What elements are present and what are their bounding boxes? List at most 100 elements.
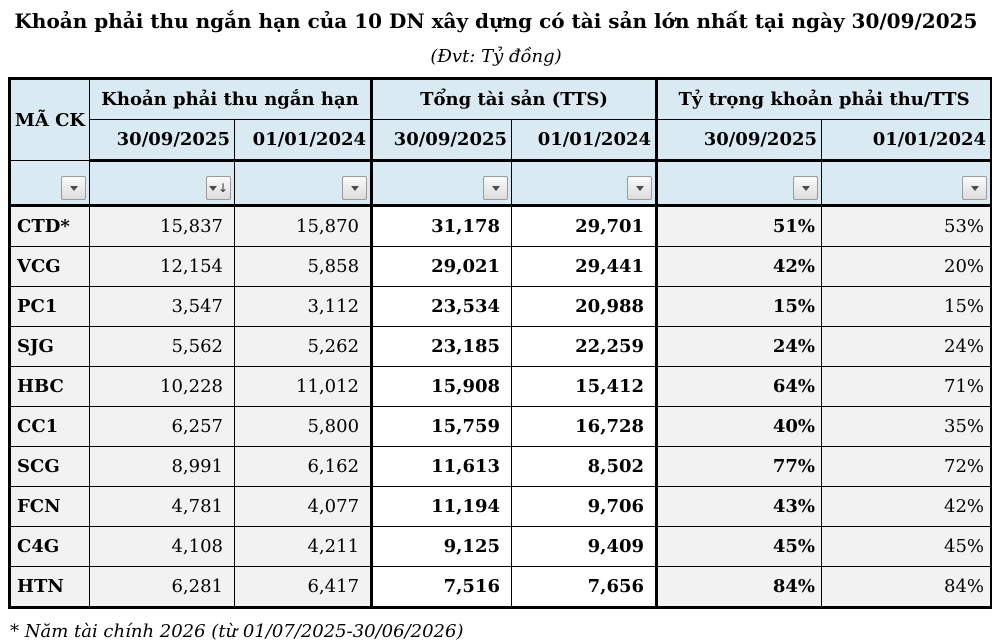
filter-dropdown-sort-desc-icon[interactable]: ↓ (206, 176, 231, 200)
table-row: CC1 6,257 5,800 15,759 16,728 40% 35% (9, 406, 992, 447)
ticker-cell: HBC (9, 366, 90, 407)
dropdown-triangle-icon (491, 185, 500, 191)
date-header: 01/01/2024 (511, 119, 658, 162)
total-assets-prior-cell: 16,728 (511, 406, 658, 447)
filter-dropdown-icon[interactable] (483, 176, 509, 200)
total-assets-prior-cell: 15,412 (511, 366, 658, 407)
total-assets-prior-cell: 7,656 (511, 566, 658, 608)
receivables-current-cell: 5,562 (89, 326, 235, 367)
fiscal-year-footnote: * Năm tài chính 2026 (từ 01/07/2025-30/0… (10, 621, 464, 642)
filter-dropdown-icon[interactable] (61, 176, 86, 200)
data-table: MÃ CK Khoản phải thu ngắn hạn Tổng tài s… (8, 77, 992, 609)
corner-header-ma-ck: MÃ CK (9, 78, 90, 161)
receivables-current-cell: 4,108 (89, 526, 235, 567)
filter-row: ↓ (9, 160, 992, 207)
ticker-cell: CC1 (9, 406, 90, 447)
dropdown-triangle-icon (970, 185, 979, 191)
date-header: 01/01/2024 (821, 119, 992, 162)
receivables-current-cell: 15,837 (89, 205, 235, 247)
receivables-prior-cell: 3,112 (233, 286, 373, 327)
date-header: 30/09/2025 (655, 119, 823, 162)
ticker-cell: C4G (9, 526, 90, 567)
filter-dropdown-icon[interactable] (342, 176, 368, 200)
dropdown-triangle-icon (350, 185, 359, 191)
group-header-row: MÃ CK Khoản phải thu ngắn hạn Tổng tài s… (9, 78, 992, 161)
total-assets-prior-cell: 29,701 (511, 205, 658, 247)
dropdown-triangle-icon (635, 185, 644, 191)
filter-cell (9, 160, 90, 207)
ratio-current-cell: 15% (655, 286, 823, 327)
group-header-receivables-ratio: Tỷ trọng khoản phải thu/TTS (655, 78, 992, 120)
receivables-prior-cell: 4,077 (233, 486, 373, 527)
receivables-current-cell: 8,991 (89, 446, 235, 487)
receivables-prior-cell: 5,800 (233, 406, 373, 447)
total-assets-current-cell: 31,178 (370, 205, 513, 247)
ratio-current-cell: 42% (655, 246, 823, 287)
receivables-current-cell: 4,781 (89, 486, 235, 527)
total-assets-prior-cell: 29,441 (511, 246, 658, 287)
total-assets-current-cell: 15,759 (370, 406, 513, 447)
total-assets-current-cell: 11,613 (370, 446, 513, 487)
receivables-current-cell: 6,257 (89, 406, 235, 447)
total-assets-current-cell: 23,534 (370, 286, 513, 327)
ratio-current-cell: 51% (655, 205, 823, 247)
filter-cell (511, 160, 658, 207)
date-header: 30/09/2025 (89, 119, 235, 162)
total-assets-current-cell: 9,125 (370, 526, 513, 567)
receivables-prior-cell: 15,870 (233, 205, 373, 247)
table-row: SJG 5,562 5,262 23,185 22,259 24% 24% (9, 326, 992, 367)
ratio-prior-cell: 35% (821, 406, 992, 447)
ratio-current-cell: 64% (655, 366, 823, 407)
receivables-current-cell: 3,547 (89, 286, 235, 327)
total-assets-current-cell: 7,516 (370, 566, 513, 608)
receivables-prior-cell: 6,417 (233, 566, 373, 608)
filter-cell (655, 160, 823, 207)
ratio-prior-cell: 53% (821, 205, 992, 247)
ratio-current-cell: 40% (655, 406, 823, 447)
date-header-row: 30/09/2025 01/01/2024 30/09/2025 01/01/2024… (10, 119, 992, 162)
ratio-prior-cell: 15% (821, 286, 992, 327)
receivables-current-cell: 10,228 (89, 366, 235, 407)
date-header: 01/01/2024 (233, 119, 373, 162)
receivables-prior-cell: 6,162 (233, 446, 373, 487)
receivables-current-cell: 6,281 (89, 566, 235, 608)
group-header-total-assets: Tổng tài sản (TTS) (370, 78, 658, 120)
total-assets-prior-cell: 22,259 (511, 326, 658, 367)
date-header: 30/09/2025 (370, 119, 513, 162)
table-row: CTD* 15,837 15,870 31,178 29,701 51% 53% (9, 205, 992, 247)
ratio-prior-cell: 45% (821, 526, 992, 567)
ticker-cell: PC1 (9, 286, 90, 327)
ticker-cell: SJG (9, 326, 90, 367)
ratio-current-cell: 77% (655, 446, 823, 487)
ratio-prior-cell: 72% (821, 446, 992, 487)
filter-dropdown-icon[interactable] (962, 176, 988, 200)
total-assets-prior-cell: 9,706 (511, 486, 658, 527)
ratio-prior-cell: 71% (821, 366, 992, 407)
ticker-cell: FCN (9, 486, 90, 527)
table-row: PC1 3,547 3,112 23,534 20,988 15% 15% (9, 286, 992, 327)
table-row: HBC 10,228 11,012 15,908 15,412 64% 71% (9, 366, 992, 407)
receivables-prior-cell: 5,858 (233, 246, 373, 287)
receivables-current-cell: 12,154 (89, 246, 235, 287)
receivables-prior-cell: 4,211 (233, 526, 373, 567)
filter-cell (233, 160, 373, 207)
receivables-prior-cell: 11,012 (233, 366, 373, 407)
ratio-current-cell: 84% (655, 566, 823, 608)
ratio-current-cell: 43% (655, 486, 823, 527)
total-assets-prior-cell: 8,502 (511, 446, 658, 487)
filter-dropdown-icon[interactable] (793, 176, 819, 200)
ratio-prior-cell: 20% (821, 246, 992, 287)
total-assets-current-cell: 11,194 (370, 486, 513, 527)
filter-dropdown-icon[interactable] (627, 176, 653, 200)
dropdown-triangle-icon (801, 185, 810, 191)
filter-cell (821, 160, 992, 207)
unit-subtitle: (Đvt: Tỷ đồng) (430, 46, 562, 67)
table-row: C4G 4,108 4,211 9,125 9,409 45% 45% (9, 526, 992, 567)
receivables-prior-cell: 5,262 (233, 326, 373, 367)
ratio-prior-cell: 84% (821, 566, 992, 608)
ticker-cell: SCG (9, 446, 90, 487)
total-assets-current-cell: 23,185 (370, 326, 513, 367)
sort-descending-arrow-icon: ↓ (217, 181, 229, 195)
table-row: SCG 8,991 6,162 11,613 8,502 77% 72% (9, 446, 992, 487)
